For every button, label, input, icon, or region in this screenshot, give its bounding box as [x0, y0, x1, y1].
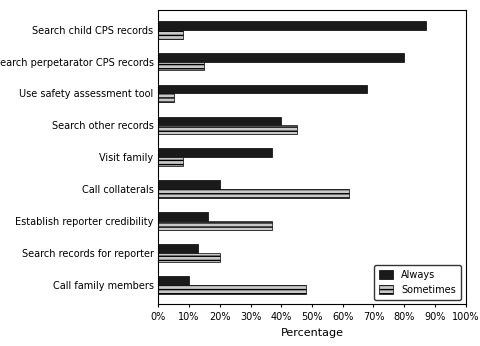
- Bar: [158, 253, 220, 262]
- Bar: [158, 148, 272, 157]
- Bar: [158, 285, 306, 294]
- Bar: [158, 181, 220, 189]
- Bar: [158, 62, 204, 71]
- Bar: [158, 221, 272, 230]
- Bar: [158, 53, 404, 62]
- Bar: [158, 29, 183, 38]
- Bar: [158, 117, 281, 126]
- X-axis label: Percentage: Percentage: [280, 328, 344, 338]
- Bar: [158, 126, 297, 134]
- Bar: [158, 93, 174, 102]
- Bar: [158, 189, 349, 198]
- Legend: Always, Sometimes: Always, Sometimes: [374, 265, 461, 300]
- Bar: [158, 84, 367, 93]
- Bar: [158, 157, 183, 166]
- Bar: [158, 276, 189, 285]
- Bar: [158, 21, 426, 29]
- Bar: [158, 212, 207, 221]
- Bar: [158, 244, 198, 253]
